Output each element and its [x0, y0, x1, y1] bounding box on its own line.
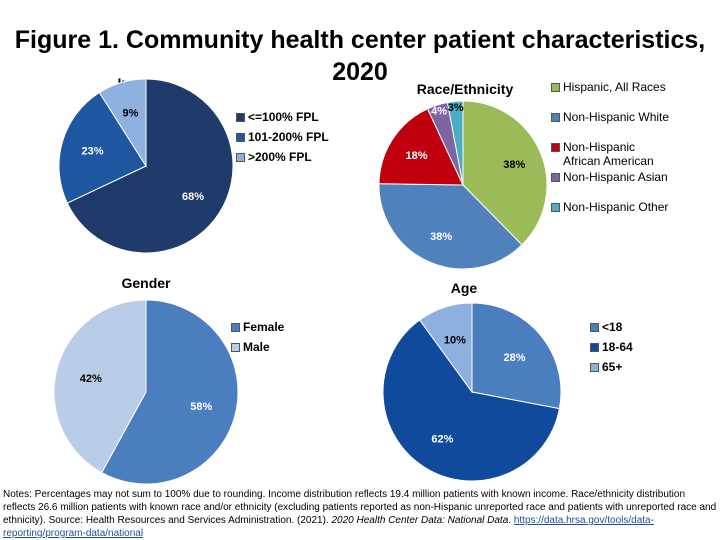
age-slice-18-64: [382, 319, 561, 482]
age-legend-swatch: [590, 323, 599, 332]
race-ethnicity-label-non-hispanic-asian: 4%: [431, 106, 447, 118]
race-ethnicity-legend-item-non-hispanic-white: Non-Hispanic White: [551, 110, 716, 124]
income-legend-item-101-200-fpl: 101-200% FPL: [236, 130, 329, 144]
race-ethnicity-slice-non-hispanic-other: [446, 100, 464, 186]
income-label-101-200-fpl: 23%: [82, 145, 104, 157]
income-legend-item-200-fpl: >200% FPL: [236, 150, 329, 164]
race-ethnicity-slice-hispanic-all-races: [462, 100, 548, 246]
gender-slice-female: [100, 299, 239, 485]
age-label-65: 10%: [444, 335, 466, 347]
gender-label-female: 58%: [190, 401, 212, 413]
race-ethnicity-chart-title: Race/Ethnicity: [416, 81, 514, 97]
gender-label-male: 42%: [80, 373, 102, 385]
gender-legend-swatch: [231, 323, 240, 332]
age-legend-item-65: 65+: [590, 360, 633, 374]
race-ethnicity-legend-item-non-hispanic-other: Non-Hispanic Other: [551, 200, 716, 214]
race-ethnicity-legend-swatch: [551, 83, 560, 92]
income-slice-100-fpl: [66, 78, 234, 254]
race-ethnicity-legend-label: Non-Hispanic Asian: [563, 170, 668, 184]
age-legend-swatch: [590, 343, 599, 352]
income-slice-200-fpl: [98, 78, 147, 168]
income-legend-item-100-fpl: <=100% FPL: [236, 110, 329, 124]
income-legend-label: <=100% FPL: [248, 110, 319, 124]
race-ethnicity-slice-non-hispanic-african-american: [378, 108, 464, 186]
race-ethnicity-label-non-hispanic-white: 38%: [430, 231, 452, 243]
gender-legend-label: Male: [243, 340, 270, 354]
income-legend-label: 101-200% FPL: [248, 130, 329, 144]
age-slice-18: [471, 302, 562, 410]
income-legend-swatch: [236, 113, 245, 122]
source-link[interactable]: https://data.hrsa.gov/tools/data-reporti…: [3, 515, 654, 539]
gender-slice-male: [53, 299, 147, 474]
gender-legend: Female Male: [231, 320, 284, 354]
race-ethnicity-legend: Hispanic, All Races Non-Hispanic White Non…: [551, 80, 716, 214]
race-ethnicity-legend-swatch: [551, 113, 560, 122]
notes-source-title: 2020 Health Center Data: National Data: [331, 515, 509, 526]
age-legend-swatch: [590, 363, 599, 372]
age-legend-item-18-64: 18-64: [590, 340, 633, 354]
age-label-18: 28%: [504, 352, 526, 364]
age-legend-label: 18-64: [602, 340, 633, 354]
race-ethnicity-slice-non-hispanic-white: [378, 183, 523, 270]
gender-legend-label: Female: [243, 320, 285, 334]
age-legend-item-18: <18: [590, 320, 633, 334]
income-label-200-fpl: 9%: [123, 108, 139, 120]
race-ethnicity-legend-label: Non-Hispanic African American: [563, 140, 654, 168]
race-ethnicity-legend-label: Hispanic, All Races: [563, 80, 666, 94]
age-slice-65: [418, 302, 473, 394]
income-legend-swatch: [236, 153, 245, 162]
gender-legend-item-male: Male: [231, 340, 284, 354]
income-legend-swatch: [236, 133, 245, 142]
income-slice-101-200-fpl: [58, 91, 147, 204]
income-label-100-fpl: 68%: [182, 191, 204, 203]
age-chart-title: Age: [450, 280, 478, 296]
race-ethnicity-label-non-hispanic-african-american: 18%: [405, 150, 427, 162]
income-legend: <=100% FPL 101-200% FPL >200% FPL: [236, 110, 329, 164]
race-ethnicity-legend-item-hispanic-all-races: Hispanic, All Races: [551, 80, 716, 94]
race-ethnicity-legend-item-non-hispanic-asian: Non-Hispanic Asian: [551, 170, 716, 184]
age-legend-label: <18: [602, 320, 623, 334]
race-ethnicity-legend-label: Non-Hispanic Other: [563, 200, 669, 214]
figure-title: Figure 1. Community health center patien…: [14, 26, 706, 86]
race-ethnicity-legend-swatch: [551, 173, 560, 182]
gender-chart-title: Gender: [121, 275, 171, 291]
race-ethnicity-legend-item-non-hispanic-african-american: Non-Hispanic African American: [551, 140, 716, 168]
gender-legend-swatch: [231, 343, 240, 352]
notes: Notes: Percentages may not sum to 100% d…: [3, 489, 717, 539]
race-ethnicity-label-hispanic-all-races: 38%: [503, 159, 525, 171]
age-legend-label: 65+: [602, 360, 623, 374]
race-ethnicity-label-non-hispanic-other: 3%: [448, 102, 464, 114]
race-ethnicity-legend-swatch: [551, 143, 560, 152]
income-legend-label: >200% FPL: [248, 150, 312, 164]
age-label-18-64: 62%: [431, 434, 453, 446]
age-legend: <18 18-64 65+: [590, 320, 633, 374]
gender-legend-item-female: Female: [231, 320, 284, 334]
race-ethnicity-legend-label: Non-Hispanic White: [563, 110, 670, 124]
race-ethnicity-legend-swatch: [551, 203, 560, 212]
